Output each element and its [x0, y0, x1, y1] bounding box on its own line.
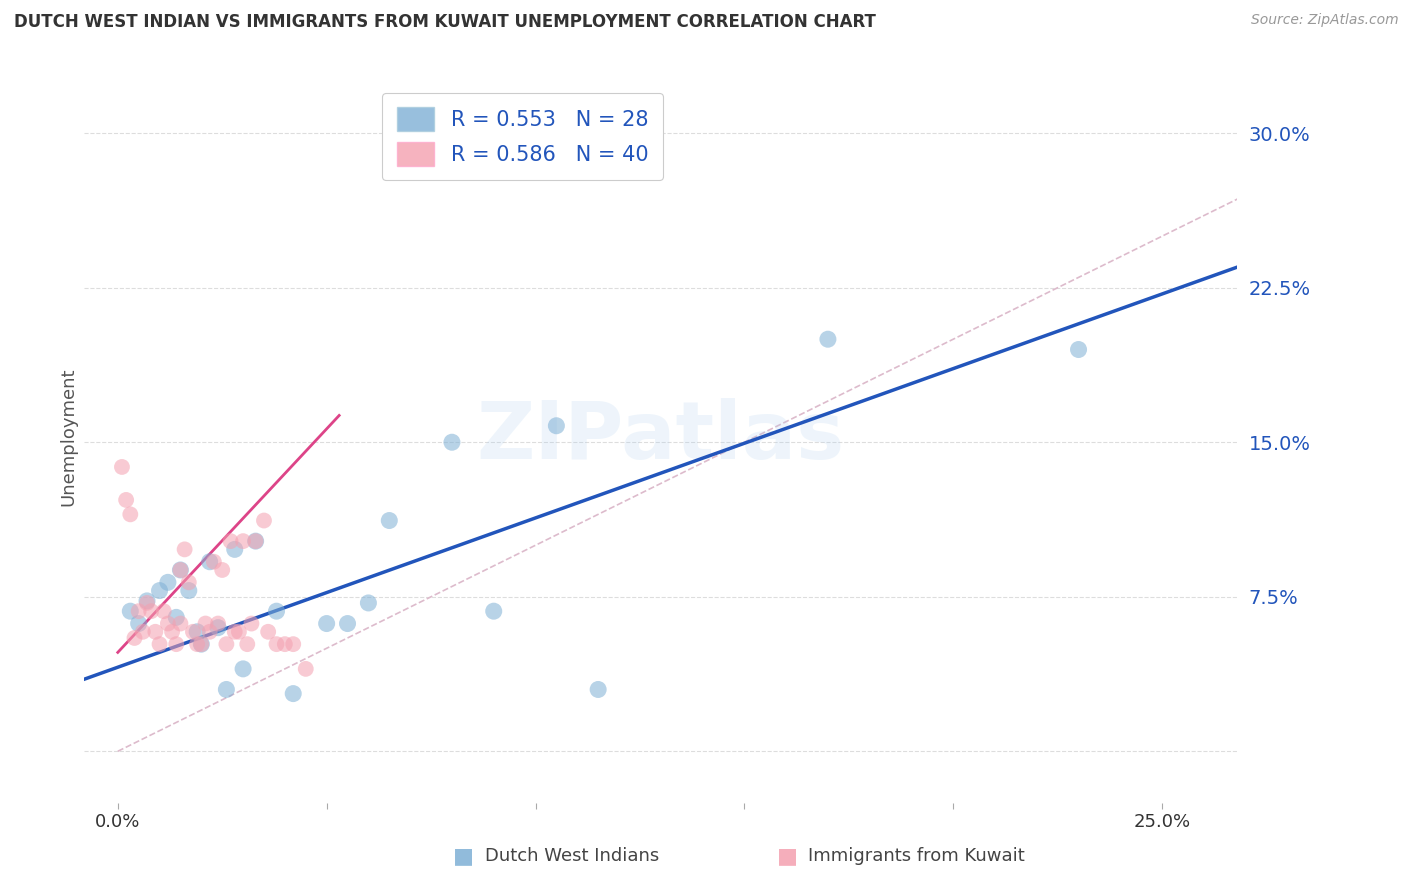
- Text: ■: ■: [454, 847, 474, 866]
- Point: [245, 534, 267, 549]
- Point: [294, 662, 316, 676]
- Point: [232, 534, 254, 549]
- Point: [315, 616, 337, 631]
- Legend: R = 0.553   N = 28, R = 0.586   N = 40: R = 0.553 N = 28, R = 0.586 N = 40: [382, 93, 664, 180]
- Point: [194, 616, 217, 631]
- Point: [177, 583, 200, 598]
- Point: [240, 616, 263, 631]
- Point: [224, 542, 246, 557]
- Point: [219, 534, 242, 549]
- Text: DUTCH WEST INDIAN VS IMMIGRANTS FROM KUWAIT UNEMPLOYMENT CORRELATION CHART: DUTCH WEST INDIAN VS IMMIGRANTS FROM KUW…: [14, 13, 876, 31]
- Point: [378, 514, 401, 528]
- Point: [215, 682, 238, 697]
- Point: [245, 534, 267, 549]
- Text: ■: ■: [778, 847, 797, 866]
- Point: [148, 583, 170, 598]
- Point: [266, 637, 288, 651]
- Text: ZIPatlas: ZIPatlas: [477, 398, 845, 476]
- Point: [156, 575, 179, 590]
- Text: Source: ZipAtlas.com: Source: ZipAtlas.com: [1251, 13, 1399, 28]
- Point: [160, 624, 183, 639]
- Point: [274, 637, 297, 651]
- Point: [224, 624, 246, 639]
- Point: [136, 594, 159, 608]
- Point: [132, 624, 155, 639]
- Point: [202, 555, 225, 569]
- Point: [817, 332, 839, 346]
- Point: [186, 624, 208, 639]
- Point: [253, 514, 276, 528]
- Point: [283, 687, 305, 701]
- Point: [128, 604, 150, 618]
- Point: [169, 563, 191, 577]
- Point: [215, 637, 238, 651]
- Point: [190, 637, 212, 651]
- Text: Dutch West Indians: Dutch West Indians: [485, 847, 659, 865]
- Point: [165, 610, 187, 624]
- Point: [336, 616, 359, 631]
- Point: [232, 662, 254, 676]
- Point: [207, 621, 229, 635]
- Text: Immigrants from Kuwait: Immigrants from Kuwait: [808, 847, 1025, 865]
- Point: [124, 631, 146, 645]
- Point: [181, 624, 204, 639]
- Point: [152, 604, 174, 618]
- Point: [177, 575, 200, 590]
- Point: [236, 637, 259, 651]
- Point: [186, 637, 208, 651]
- Point: [128, 616, 150, 631]
- Point: [440, 435, 463, 450]
- Y-axis label: Unemployment: Unemployment: [59, 368, 77, 507]
- Point: [283, 637, 305, 651]
- Point: [546, 418, 568, 433]
- Point: [228, 624, 250, 639]
- Point: [120, 604, 142, 618]
- Point: [586, 682, 609, 697]
- Point: [1067, 343, 1090, 357]
- Point: [266, 604, 288, 618]
- Point: [145, 624, 167, 639]
- Point: [169, 616, 191, 631]
- Point: [482, 604, 505, 618]
- Point: [207, 616, 229, 631]
- Point: [148, 637, 170, 651]
- Point: [111, 459, 134, 474]
- Point: [357, 596, 380, 610]
- Point: [141, 604, 163, 618]
- Point: [165, 637, 187, 651]
- Point: [211, 563, 233, 577]
- Point: [173, 542, 195, 557]
- Point: [190, 637, 212, 651]
- Point: [198, 555, 221, 569]
- Point: [257, 624, 280, 639]
- Point: [169, 563, 191, 577]
- Point: [198, 624, 221, 639]
- Point: [136, 596, 159, 610]
- Point: [156, 616, 179, 631]
- Point: [115, 492, 138, 507]
- Point: [120, 508, 142, 522]
